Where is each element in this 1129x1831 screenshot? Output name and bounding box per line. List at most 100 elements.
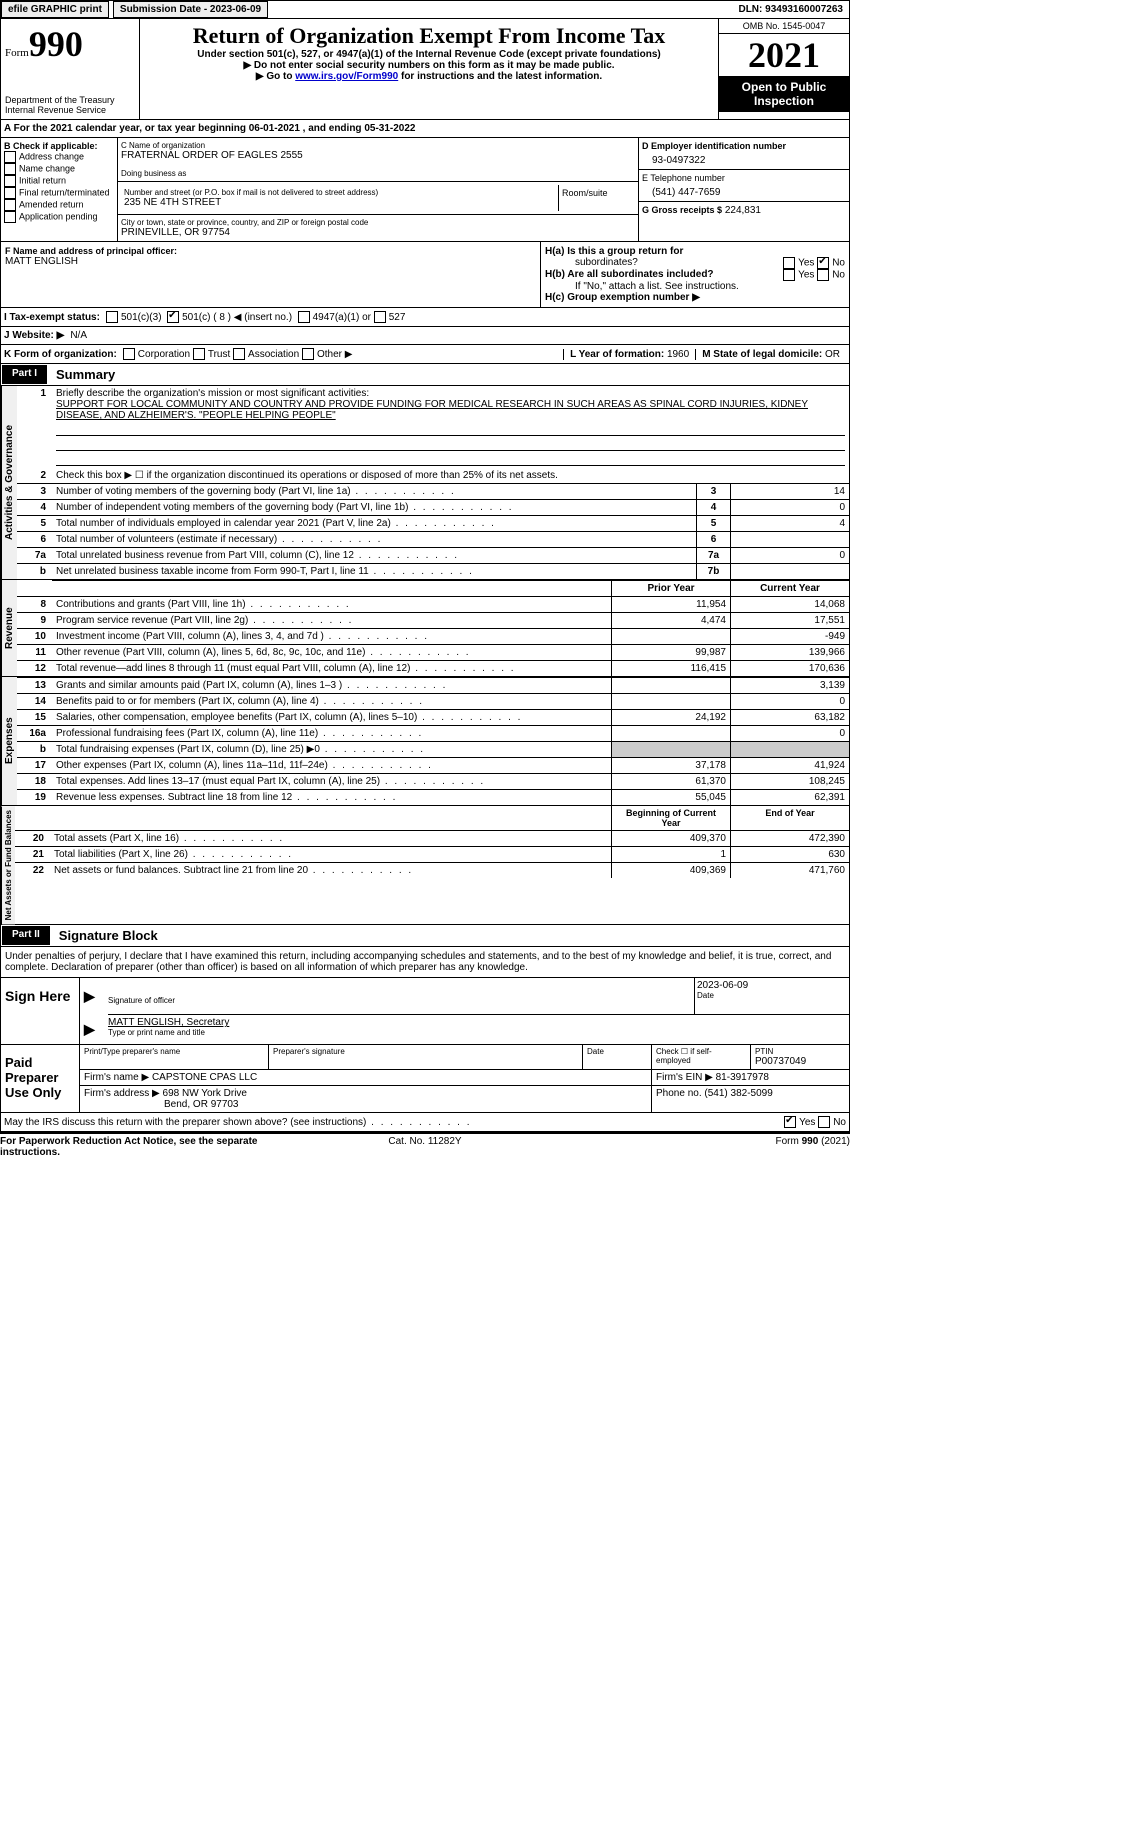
vtab-revenue: Revenue (1, 580, 17, 676)
check-amended[interactable] (4, 199, 16, 211)
col-c-org-info: C Name of organization FRATERNAL ORDER O… (118, 138, 639, 241)
check-501c[interactable] (167, 311, 179, 323)
check-trust[interactable] (193, 348, 205, 360)
line-num: 19 (17, 790, 52, 806)
line-text: Investment income (Part VIII, column (A)… (52, 629, 612, 645)
line-box: 4 (697, 500, 731, 516)
check-527[interactable] (374, 311, 386, 323)
prior-value (612, 678, 731, 694)
line-num: 21 (15, 847, 50, 863)
line-text: Total revenue—add lines 8 through 11 (mu… (52, 661, 612, 677)
line-text: Net unrelated business taxable income fr… (52, 564, 697, 580)
line-num: 15 (17, 710, 52, 726)
officer-label: F Name and address of principal officer: (5, 246, 536, 256)
line-value: 4 (731, 516, 850, 532)
current-value: -949 (731, 629, 850, 645)
line-value: 0 (731, 548, 850, 564)
row-a-period: A For the 2021 calendar year, or tax yea… (0, 120, 850, 138)
irs-link[interactable]: www.irs.gov/Form990 (295, 71, 398, 82)
subtitle-3-pre: ▶ Go to (256, 71, 295, 82)
line-num: 7a (17, 548, 52, 564)
line-text: Total liabilities (Part X, line 26) (50, 847, 612, 863)
check-initial-return[interactable] (4, 175, 16, 187)
line-num: 17 (17, 758, 52, 774)
org-name-label: C Name of organization (121, 141, 635, 150)
line-num: 20 (15, 831, 50, 847)
firm-phone: (541) 382-5099 (704, 1088, 772, 1099)
prior-year-header: Prior Year (612, 581, 731, 597)
ptin-value: P00737049 (755, 1056, 845, 1067)
officer-name: MATT ENGLISH (5, 256, 536, 267)
check-address-change[interactable] (4, 151, 16, 163)
line-text: Total expenses. Add lines 13–17 (must eq… (52, 774, 612, 790)
ha-no[interactable] (817, 257, 829, 269)
line-value: 0 (731, 500, 850, 516)
dept-treasury: Department of the Treasury (5, 95, 135, 105)
submission-date-button[interactable]: Submission Date - 2023-06-09 (113, 1, 268, 18)
line-num: 9 (17, 613, 52, 629)
ein-value: 93-0497322 (642, 151, 846, 166)
prior-value: 1 (612, 847, 731, 863)
line-text: Contributions and grants (Part VIII, lin… (52, 597, 612, 613)
current-value: 63,182 (731, 710, 850, 726)
line-num: 10 (17, 629, 52, 645)
line-text: Revenue less expenses. Subtract line 18 … (52, 790, 612, 806)
hb-yes[interactable] (783, 269, 795, 281)
prior-value (612, 694, 731, 710)
phone-value: (541) 447-7659 (642, 183, 846, 198)
efile-print-button[interactable]: efile GRAPHIC print (1, 1, 109, 18)
prior-value: 409,369 (612, 863, 731, 879)
line-box: 3 (697, 484, 731, 500)
prior-value: 37,178 (612, 758, 731, 774)
prior-value: 24,192 (612, 710, 731, 726)
ha-yes[interactable] (783, 257, 795, 269)
vtab-activities: Activities & Governance (1, 386, 17, 579)
check-name-change[interactable] (4, 163, 16, 175)
line-num: 6 (17, 532, 52, 548)
line-num: 13 (17, 678, 52, 694)
current-value: 3,139 (731, 678, 850, 694)
line-value (731, 564, 850, 580)
line-text: Net assets or fund balances. Subtract li… (50, 863, 612, 879)
line-num: 22 (15, 863, 50, 879)
current-value: 41,924 (731, 758, 850, 774)
line-text: Other expenses (Part IX, column (A), lin… (52, 758, 612, 774)
current-value: 0 (731, 726, 850, 742)
room-suite-label: Room/suite (558, 185, 635, 211)
line-num: 8 (17, 597, 52, 613)
line-num: 4 (17, 500, 52, 516)
form-number: 990 (29, 24, 83, 64)
check-assoc[interactable] (233, 348, 245, 360)
check-pending[interactable] (4, 211, 16, 223)
current-value: 139,966 (731, 645, 850, 661)
check-final-return[interactable] (4, 187, 16, 199)
footer-mid: Cat. No. 11282Y (283, 1136, 566, 1158)
line-text: Number of independent voting members of … (52, 500, 697, 516)
check-other[interactable] (302, 348, 314, 360)
footer-right: Form 990 (2021) (567, 1136, 850, 1158)
section-h: H(a) Is this a group return for subordin… (541, 242, 849, 307)
subtitle-3-post: for instructions and the latest informat… (398, 71, 602, 82)
row-k-form-org: K Form of organization: Corporation Trus… (0, 345, 850, 364)
org-name: FRATERNAL ORDER OF EAGLES 2555 (121, 150, 635, 161)
check-501c3[interactable] (106, 311, 118, 323)
line-num: 12 (17, 661, 52, 677)
hb-no[interactable] (817, 269, 829, 281)
check-4947[interactable] (298, 311, 310, 323)
subtitle-2: ▶ Do not enter social security numbers o… (144, 60, 714, 71)
dln-label: DLN: 93493160007263 (732, 2, 849, 17)
paid-preparer-label: Paid Preparer Use Only (1, 1045, 80, 1112)
line-text: Salaries, other compensation, employee b… (52, 710, 612, 726)
prior-value: 55,045 (612, 790, 731, 806)
check-corp[interactable] (123, 348, 135, 360)
vtab-netassets: Net Assets or Fund Balances (1, 806, 15, 924)
main-title: Return of Organization Exempt From Incom… (144, 23, 714, 49)
discuss-no[interactable] (818, 1116, 830, 1128)
discuss-yes[interactable] (784, 1116, 796, 1128)
current-value: 17,551 (731, 613, 850, 629)
line-box: 6 (697, 532, 731, 548)
current-year-header: Current Year (731, 581, 850, 597)
end-year-header: End of Year (731, 806, 850, 831)
phone-label: E Telephone number (642, 173, 846, 183)
line-box: 5 (697, 516, 731, 532)
